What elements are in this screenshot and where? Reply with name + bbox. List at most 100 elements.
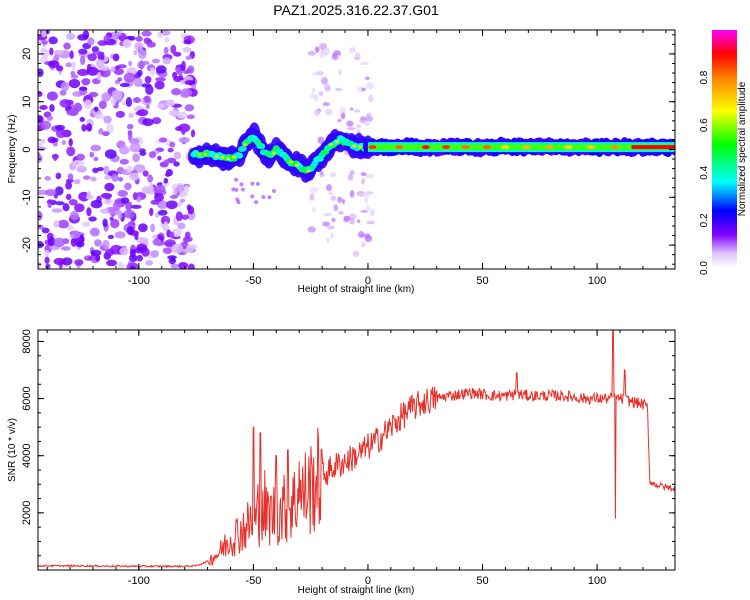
noise-blob xyxy=(365,204,371,212)
noise-blob xyxy=(102,199,113,205)
noise-blob xyxy=(114,231,126,239)
x-tick-label: 0 xyxy=(365,575,371,587)
noise-blob xyxy=(322,221,330,227)
noise-blob xyxy=(60,246,71,251)
noise-blob xyxy=(166,200,178,210)
x-tick-label: -50 xyxy=(245,275,261,287)
noise-blob xyxy=(337,196,343,203)
noise-blob xyxy=(129,265,136,269)
noise-blob xyxy=(176,111,188,119)
y-tick-label: 10 xyxy=(21,96,33,108)
x-tick-label: 100 xyxy=(588,575,606,587)
noise-blob xyxy=(326,237,330,243)
noise-blob xyxy=(323,212,332,217)
colorbar-tick-label: 0.0 xyxy=(699,261,710,275)
noise-blob xyxy=(65,193,72,201)
noise-blob xyxy=(311,206,316,214)
noise-blob xyxy=(338,69,342,76)
noise-blob xyxy=(75,241,85,248)
noise-blob xyxy=(183,237,189,244)
noise-blob xyxy=(51,208,63,213)
noise-blob xyxy=(149,182,154,192)
x-tick-label: -100 xyxy=(128,575,150,587)
noise-blob xyxy=(164,172,171,177)
noise-blob xyxy=(172,71,178,79)
noise-blob xyxy=(126,123,134,130)
noise-blob xyxy=(360,116,367,121)
noise-blob xyxy=(132,97,142,103)
noise-blob xyxy=(254,200,259,205)
colorbar-tick-label: 0.4 xyxy=(699,165,710,179)
noise-blob xyxy=(324,108,333,116)
noise-blob xyxy=(141,186,152,194)
noise-blob xyxy=(104,182,115,192)
noise-blob xyxy=(163,177,169,184)
noise-blob xyxy=(74,259,84,266)
y-tick-label: 6000 xyxy=(21,386,33,410)
noise-blob xyxy=(349,170,355,176)
noise-blob xyxy=(55,128,66,139)
x-tick-label: 50 xyxy=(476,275,488,287)
noise-blob xyxy=(72,159,85,167)
noise-blob xyxy=(101,208,109,214)
noise-blob xyxy=(117,77,123,82)
noise-blob xyxy=(47,237,56,247)
noise-blob xyxy=(93,106,99,112)
noise-blob xyxy=(154,192,164,202)
noise-blob xyxy=(331,217,336,223)
noise-blob xyxy=(117,261,125,269)
noise-blob xyxy=(90,144,102,152)
noise-blob xyxy=(38,240,44,249)
noise-blob xyxy=(340,111,346,120)
noise-blob xyxy=(119,82,130,88)
noise-blob xyxy=(142,170,149,177)
noise-blob xyxy=(154,80,165,90)
noise-blob xyxy=(240,187,245,192)
x-tick-label: 0 xyxy=(365,275,371,287)
noise-blob xyxy=(155,77,166,82)
tone-peak xyxy=(545,145,554,150)
noise-blob xyxy=(38,91,43,97)
noise-blob xyxy=(129,143,141,153)
noise-blob xyxy=(129,137,140,145)
colorbar: 0.0 0.2 0.4 0.6 0.8 Normalized spectral ampl… xyxy=(699,30,748,275)
noise-blob xyxy=(324,84,331,92)
noise-blob xyxy=(135,36,143,42)
noise-blob xyxy=(139,151,147,156)
noise-blob xyxy=(361,87,366,92)
track-peak xyxy=(335,140,340,144)
y-tick-label: 4000 xyxy=(21,443,33,467)
track-peak xyxy=(289,160,294,164)
noise-blob xyxy=(98,128,104,135)
noise-blob xyxy=(46,199,57,204)
noise-blob xyxy=(171,88,182,96)
noise-blob xyxy=(177,222,186,230)
noise-blob xyxy=(93,156,99,162)
noise-blob xyxy=(70,71,76,77)
noise-blob xyxy=(315,70,324,76)
noise-blob xyxy=(338,210,344,215)
noise-blob xyxy=(73,178,81,185)
noise-blob xyxy=(162,247,173,255)
track-peak xyxy=(294,163,299,167)
noise-blob xyxy=(150,249,160,258)
noise-blob xyxy=(160,215,171,225)
tone-peak xyxy=(611,145,620,150)
noise-blob xyxy=(119,247,129,256)
noise-blob xyxy=(169,141,176,148)
noise-blob xyxy=(309,193,315,201)
noise-blob xyxy=(328,191,333,196)
tone-peak xyxy=(395,145,404,150)
noise-blob xyxy=(347,174,354,181)
noise-blob xyxy=(175,211,183,222)
noise-blob xyxy=(90,176,97,182)
noise-blob xyxy=(307,50,316,56)
noise-blob xyxy=(147,174,154,183)
noise-blob xyxy=(190,129,196,138)
y-tick-label: 20 xyxy=(21,48,33,60)
colorbar-tick-label: 0.2 xyxy=(699,213,710,227)
noise-blob xyxy=(145,260,153,266)
noise-blob xyxy=(87,53,97,62)
noise-blob xyxy=(356,219,361,224)
noise-blob xyxy=(103,35,110,42)
